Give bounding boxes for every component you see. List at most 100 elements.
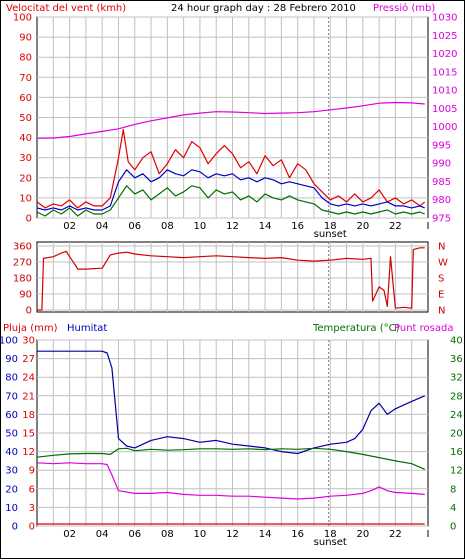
wind-axis-title: Velocitat del vent (kmh)	[6, 3, 126, 14]
pressure-tick-label: 1015	[432, 67, 457, 78]
rain-tick-label: 24	[22, 373, 35, 384]
pressure-tick-label: 1005	[432, 104, 457, 115]
x-tick-label: 14	[259, 221, 272, 232]
pressure-tick-label: 1030	[432, 13, 457, 24]
temperature-tick-label: 0	[450, 522, 456, 533]
x-tick-label: 20	[356, 529, 369, 540]
humidity-tick-label: 60	[5, 410, 18, 421]
gust-line	[36, 129, 426, 209]
x-tick-label: 16	[291, 221, 304, 232]
direction-tick-label: 90	[19, 290, 32, 301]
wind-tick-label: 20	[19, 173, 32, 184]
rain-tick-label: 3	[29, 503, 35, 514]
wind-tick-label: 100	[13, 13, 32, 24]
x-tick-label: 14	[259, 529, 272, 540]
x-tick-label: 06	[128, 221, 141, 232]
rain-tick-label: 0	[29, 522, 35, 533]
direction-tick-label: 270	[13, 258, 32, 269]
x-tick-label: 12	[226, 221, 239, 232]
humidity-tick-label: 90	[5, 354, 18, 365]
humidity-tick-label: 50	[5, 429, 18, 440]
wind-tick-label: 80	[19, 53, 32, 64]
temperature-tick-label: 24	[450, 410, 463, 421]
temperature-tick-label: 20	[450, 429, 463, 440]
dewpoint-axis-title: Punt rosada	[394, 323, 453, 334]
pressure-tick-label: 1025	[432, 31, 457, 42]
wind-line	[36, 185, 425, 217]
temperature-tick-label: 40	[450, 336, 463, 347]
direction-tick-label: 0	[26, 306, 32, 317]
x-tick-label: I	[427, 529, 430, 540]
rain-tick-label: 12	[22, 447, 35, 458]
x-tick-label: 04	[96, 221, 109, 232]
humidity-axis-title: Humitat	[67, 323, 107, 334]
wind-tick-label: 10	[19, 193, 32, 204]
humidity-tick-label: 10	[5, 503, 18, 514]
x-tick-label: 04	[96, 529, 109, 540]
compass-tick-label: W	[438, 258, 448, 269]
x-tick-label: 08	[161, 221, 174, 232]
compass-tick-label: N	[438, 242, 445, 253]
humidity-line	[37, 350, 425, 455]
wind-tick-label: 50	[19, 113, 32, 124]
humidity-tick-label: 0	[12, 522, 18, 533]
temperature-tick-label: 36	[450, 354, 463, 365]
x-tick-label: 22	[389, 529, 402, 540]
sunset-label: sunset	[314, 537, 347, 548]
compass-tick-label: E	[438, 290, 444, 301]
wind-tick-label: 0	[26, 214, 32, 225]
rain-tick-label: 21	[22, 391, 35, 402]
rain-tick-label: 15	[22, 429, 35, 440]
x-tick-label: 16	[291, 529, 304, 540]
humidity-tick-label: 30	[5, 466, 18, 477]
temperature-tick-label: 4	[450, 503, 456, 514]
pressure-tick-label: 1010	[432, 86, 457, 97]
temperature-tick-label: 12	[450, 466, 463, 477]
pressure-line	[36, 101, 425, 139]
dewpoint-line	[36, 462, 425, 500]
pressure-tick-label: 980	[432, 195, 451, 206]
pressure-tick-label: 985	[432, 177, 451, 188]
x-tick-label: 02	[63, 221, 76, 232]
x-tick-label: 18	[324, 221, 337, 232]
humidity-tick-label: 70	[5, 391, 18, 402]
direction-line	[37, 247, 425, 311]
x-tick-label: 20	[356, 221, 369, 232]
compass-tick-label: S	[438, 274, 444, 285]
compass-tick-label: N	[438, 306, 445, 317]
wind-tick-label: 70	[19, 73, 32, 84]
x-tick-label: 12	[226, 529, 239, 540]
temperature-axis-title: Temperatura (°C)	[312, 323, 400, 334]
rain-tick-label: 6	[29, 484, 35, 495]
pressure-tick-label: 975	[432, 214, 451, 225]
x-tick-label: 08	[161, 529, 174, 540]
x-tick-label: 06	[128, 529, 141, 540]
temperature-line	[36, 447, 425, 470]
temperature-tick-label: 8	[450, 484, 456, 495]
humidity-tick-label: 40	[5, 447, 18, 458]
x-tick-label: 10	[194, 529, 207, 540]
x-tick-label: I	[427, 221, 430, 232]
series-layer	[36, 101, 426, 525]
humidity-tick-label: 20	[5, 484, 18, 495]
x-tick-label: 18	[324, 529, 337, 540]
pressure-axis-title: Pressió (mb)	[373, 2, 435, 14]
pressure-tick-label: 1000	[432, 122, 457, 133]
rain-tick-label: 18	[22, 410, 35, 421]
pressure-tick-label: 995	[432, 140, 451, 151]
x-tick-label: 22	[389, 221, 402, 232]
wind-tick-label: 30	[19, 153, 32, 164]
direction-tick-label: 180	[13, 274, 32, 285]
chart-title: 24 hour graph day : 28 Febrero 2010	[171, 3, 356, 14]
temperature-tick-label: 16	[450, 447, 463, 458]
x-tick-label: 10	[194, 221, 207, 232]
rain-tick-label: 30	[22, 336, 35, 347]
wind-tick-label: 90	[19, 33, 32, 44]
direction-tick-label: 360	[13, 242, 32, 253]
rain-axis-title: Pluja (mm)	[3, 323, 58, 334]
humidity-tick-label: 80	[5, 373, 18, 384]
wind-tick-label: 40	[19, 133, 32, 144]
